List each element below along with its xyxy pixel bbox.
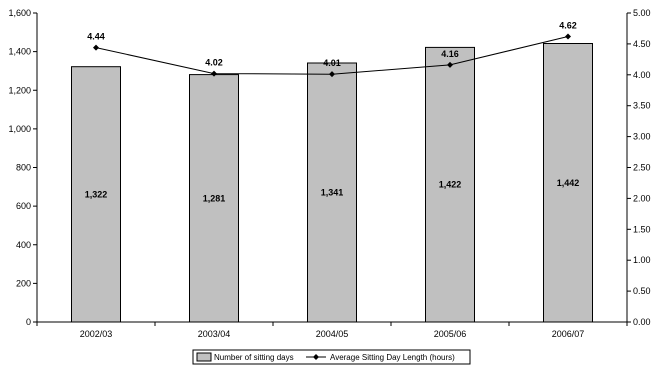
y-left-tick-label: 400 [16,240,31,250]
y-right-tick-label: 1.00 [633,255,651,265]
x-tick-label-2003/04: 2003/04 [198,329,231,339]
bar-2004/05 [307,62,357,323]
axes: 0 200 400 600 800 1,000 1,200 1,400 1,600 0.00 0.5… [8,8,650,339]
line-label-2006/07: 4.62 [559,21,577,31]
line-label-2004/05: 4.01 [323,58,341,68]
line-point-2002/03 [93,44,99,51]
bar-label-2003/04: 1,281 [203,193,226,203]
y-left-tick-label: 1,200 [8,85,31,95]
y-right-tick-label: 4.50 [633,39,651,49]
line-point-2003/04 [211,70,217,77]
y-left-tick-label: 200 [16,278,31,288]
y-right-tick-label: 0.50 [633,286,651,296]
legend-swatch-bar [196,352,212,362]
line-series [93,33,571,78]
line-point-2005/06 [447,61,453,68]
x-tick-label-2005/06: 2005/06 [434,329,467,339]
bar-label-2005/06: 1,422 [439,180,462,190]
y-left-tick-label: 800 [16,163,31,173]
line-point-2006/07 [565,33,571,40]
legend-label-line: Average Sitting Day Length (hours) [330,353,455,362]
line-label-2002/03: 4.44 [87,32,105,42]
bar-2002/03 [71,66,121,323]
y-right-tick-label: 4.00 [633,70,651,80]
y-right-tick-label: 3.50 [633,101,651,111]
y-left-tick-label: 1,000 [8,124,31,134]
line-label-2005/06: 4.16 [441,49,459,59]
y-right-tick-label: 0.00 [633,317,651,327]
legend-label-bar: Number of sitting days [214,353,294,362]
bar-label-2002/03: 1,322 [85,189,108,199]
legend: Number of sitting days Average Sitting Da… [192,349,471,365]
x-tick-label-2006/07: 2006/07 [552,329,585,339]
y-right-tick-label: 2.00 [633,193,651,203]
y-left-tick-label: 1,400 [8,47,31,57]
bar-label-2006/07: 1,442 [557,178,580,188]
x-tick-label-2004/05: 2004/05 [316,329,349,339]
y-right-tick-label: 5.00 [633,8,651,18]
bar-data-labels: 1,322 1,281 1,341 1,422 1,442 [85,178,580,204]
x-tick-label-2002/03: 2002/03 [80,329,113,339]
line-label-2003/04: 4.02 [205,58,223,68]
y-right-tick-label: 1.50 [633,224,651,234]
legend-box [192,349,471,365]
y-right-tick-label: 2.50 [633,163,651,173]
y-left-tick-label: 600 [16,201,31,211]
legend-swatch-marker [313,354,319,360]
bar-label-2004/05: 1,341 [321,188,344,198]
line-point-2004/05 [329,71,335,78]
y-left-tick-label: 0 [26,317,31,327]
line-data-labels: 4.44 4.02 4.01 4.16 4.62 [87,21,577,69]
y-right-tick-label: 3.00 [633,132,651,142]
bar-series [71,43,593,323]
y-left-tick-label: 1,600 [8,8,31,18]
